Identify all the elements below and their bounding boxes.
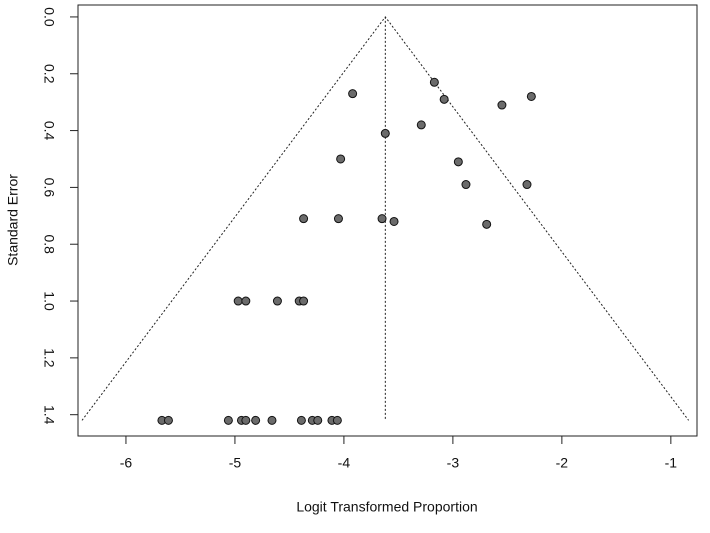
- x-tick-label: -3: [447, 455, 460, 471]
- y-tick-label: 0.4: [41, 121, 57, 141]
- y-tick-label: 0.8: [41, 234, 57, 254]
- data-point: [482, 219, 492, 229]
- data-point: [429, 77, 439, 87]
- data-point: [299, 214, 309, 224]
- plot-frame: [77, 4, 698, 437]
- data-point: [348, 89, 358, 99]
- data-point: [163, 415, 173, 425]
- y-tick-label: 1.0: [41, 291, 57, 311]
- data-point: [439, 94, 449, 104]
- data-point: [453, 157, 463, 167]
- x-tick-label: -6: [120, 455, 133, 471]
- x-tick-label: -4: [338, 455, 351, 471]
- x-tick-label: -1: [665, 455, 678, 471]
- data-point: [333, 214, 343, 224]
- data-point: [332, 415, 342, 425]
- x-tick-label: -2: [556, 455, 569, 471]
- data-point: [336, 154, 346, 164]
- data-point: [313, 415, 323, 425]
- y-tick-label: 1.2: [41, 348, 57, 368]
- data-point: [497, 100, 507, 110]
- data-point: [241, 415, 251, 425]
- y-tick-label: 1.4: [41, 405, 57, 425]
- data-point: [380, 128, 390, 138]
- y-axis-label: Standard Error: [5, 174, 21, 266]
- y-tick-label: 0.0: [41, 7, 57, 27]
- data-point: [461, 180, 471, 190]
- y-tick-label: 0.6: [41, 178, 57, 198]
- data-point: [299, 296, 309, 306]
- data-point: [233, 296, 243, 306]
- data-point: [526, 91, 536, 101]
- data-point: [296, 415, 306, 425]
- data-point: [389, 216, 399, 226]
- funnel: [81, 16, 690, 421]
- data-point: [267, 415, 277, 425]
- data-point: [223, 415, 233, 425]
- data-point: [251, 415, 261, 425]
- data-point: [377, 214, 387, 224]
- data-point: [272, 296, 282, 306]
- x-tick-label: -5: [229, 455, 242, 471]
- x-axis-label: Logit Transformed Proportion: [296, 499, 477, 515]
- y-tick-label: 0.2: [41, 64, 57, 84]
- data-point: [522, 180, 532, 190]
- data-point: [241, 296, 251, 306]
- data-point: [416, 120, 426, 130]
